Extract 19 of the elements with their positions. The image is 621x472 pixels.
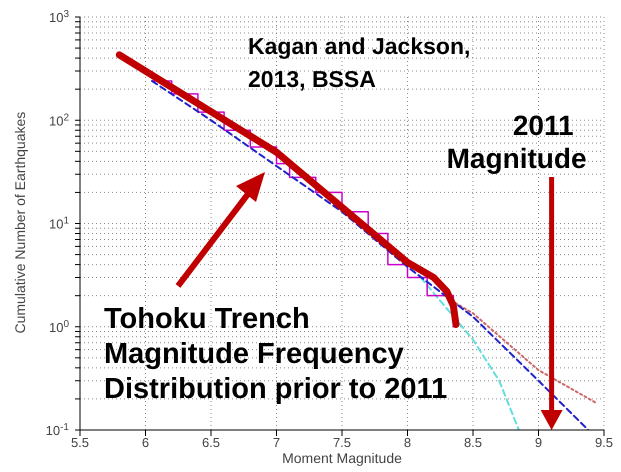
- y-axis-title: Cumulative Number of Earthquakes: [12, 112, 28, 334]
- y-tick-label: 10$^{0}$: [48, 318, 70, 335]
- y-tick-label: 10$^{2}$: [48, 112, 70, 128]
- y-tick-label: 10$^{3}$: [48, 8, 70, 25]
- x-tick-label: 6: [142, 435, 150, 450]
- annotation: Tohoku Trench Magnitude Frequency Distribution prior to 2011: [104, 302, 448, 407]
- x-tick-label: 5.5: [70, 435, 90, 450]
- x-axis-title: Moment Magnitude: [282, 450, 402, 466]
- x-tick-label: 9.5: [594, 435, 614, 450]
- x-tick-label: 6.5: [202, 435, 220, 450]
- x-tick-label: 9: [534, 435, 542, 450]
- ref-line-label: 2011 Magnitude: [446, 110, 587, 174]
- y-tick-label: 10$^{1}$: [48, 215, 70, 232]
- annotation: Kagan and Jackson, 2013, BSSA: [248, 32, 472, 94]
- x-tick-label: 7.5: [332, 435, 352, 450]
- x-tick-label: 8.5: [464, 435, 482, 450]
- y-tick-label: 10$^{-1}$: [46, 422, 70, 438]
- x-tick-label: 7: [272, 435, 280, 450]
- x-tick-label: 8: [404, 435, 412, 450]
